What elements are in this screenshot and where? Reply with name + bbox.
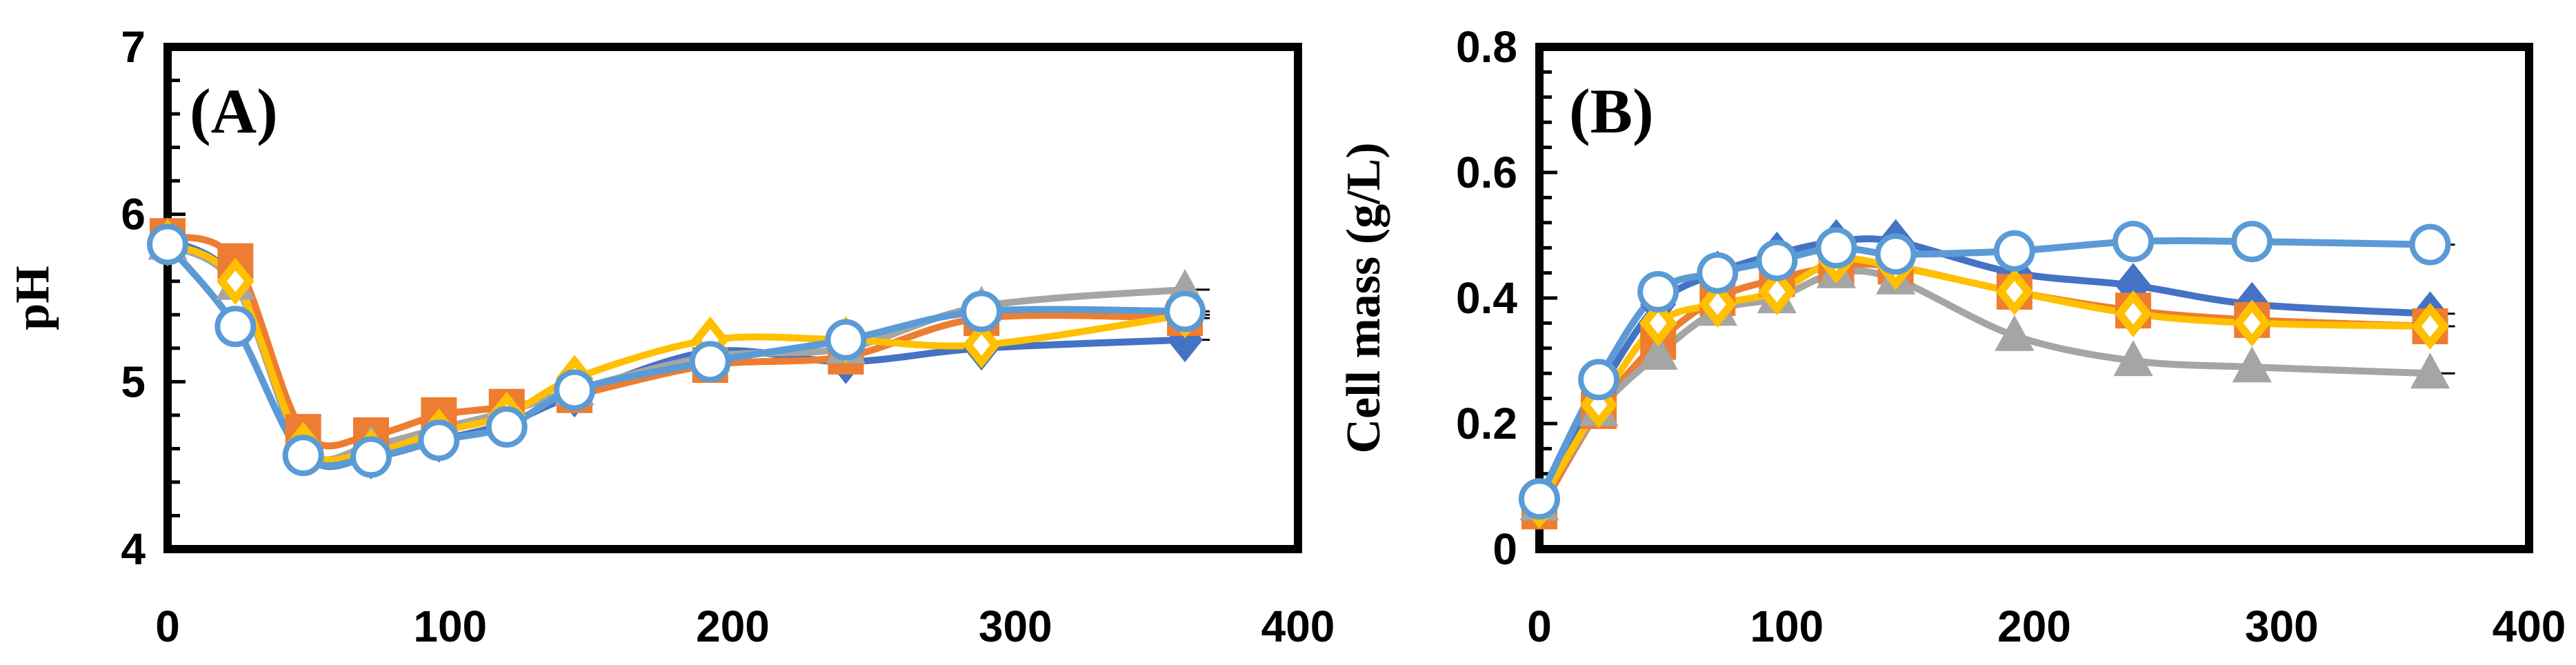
x-tick-label: 200 [1997, 602, 2071, 651]
data-point-s5-7 [554, 369, 596, 411]
y-tick-label: 7 [121, 22, 146, 72]
data-point-s5-10 [2231, 221, 2273, 263]
x-tick-label: 400 [2493, 602, 2566, 651]
data-point-s4-4 [1699, 280, 1737, 328]
data-point-s5-2 [214, 306, 257, 348]
y-tick-label: 6 [121, 190, 146, 239]
data-point-s5-1 [147, 224, 188, 266]
data-point-s5-8 [689, 341, 731, 383]
data-point-s5-7 [1875, 233, 1917, 275]
x-tick-label: 400 [1261, 602, 1335, 651]
data-point-s5-11 [2409, 224, 2451, 266]
x-tick-label: 300 [2245, 602, 2319, 651]
y-tick-label: 5 [121, 357, 146, 406]
data-point-s5-6 [486, 406, 528, 448]
y-tick-label: 0.2 [1456, 399, 1517, 448]
data-point-s4-2 [217, 257, 254, 305]
data-point-s3-8 [1995, 315, 2035, 351]
x-tick-label: 300 [979, 602, 1052, 651]
data-point-s5-5 [1756, 239, 1798, 281]
panel-label: (B) [1569, 76, 1654, 146]
x-tick-label: 200 [696, 602, 770, 651]
y-tick-label: 4 [121, 524, 146, 574]
y-tick-label: 0.6 [1456, 148, 1517, 197]
series-line-1 [1536, 235, 2434, 509]
x-tick-label: 100 [413, 602, 487, 651]
data-point-s4-10 [2233, 299, 2271, 347]
data-point-s4-3 [1639, 299, 1677, 347]
data-point-s5-6 [1815, 227, 1857, 269]
data-point-s4-11 [2411, 302, 2449, 350]
data-point-s5-2 [1578, 359, 1620, 401]
data-point-s5-4 [350, 436, 392, 478]
data-point-s5-3 [282, 435, 324, 477]
data-point-s4-5 [1758, 268, 1796, 316]
data-point-s3-9 [2113, 340, 2153, 377]
y-tick-label: 0.4 [1456, 273, 1517, 323]
data-point-s4-8 [1995, 268, 2034, 316]
data-point-s5-8 [1993, 230, 2035, 272]
series-line-4 [164, 239, 1189, 464]
series-line-5 [1536, 237, 2434, 503]
data-point-s5-11 [1164, 290, 1206, 332]
y-axis-label: Cell mass (g/L) [1337, 142, 1390, 453]
plot-frame-1 [163, 43, 1302, 553]
y-tick-label: 0 [1492, 524, 1517, 574]
x-tick-label: 0 [1527, 602, 1552, 651]
data-point-s5-5 [418, 419, 460, 461]
y-axis-label: pH [6, 266, 59, 330]
y-tick-label: 0.8 [1456, 22, 1517, 72]
data-point-s5-9 [2113, 221, 2154, 263]
data-point-s4-10 [962, 321, 1001, 369]
data-point-s3-11 [2410, 353, 2450, 389]
data-point-s3-3 [1638, 334, 1678, 370]
data-point-s5-9 [825, 319, 867, 361]
x-tick-label: 0 [155, 602, 180, 651]
series-line-4 [1536, 255, 2434, 509]
data-point-s5-4 [1697, 252, 1739, 294]
chart-panel-2: 0 0.2 0.4 0.6 0.8 0 100 200 300 400 Cell mass (g/L… [1337, 22, 2566, 651]
series-line-5 [164, 241, 1189, 470]
data-point-s5-10 [961, 290, 1003, 332]
data-point-s4-9 [2114, 290, 2153, 337]
x-tick-label: 100 [1750, 602, 1824, 651]
data-point-s3-10 [2232, 346, 2272, 383]
data-point-s5-3 [1637, 270, 1679, 312]
chart-panel-1: 4 5 6 7 0 100 200 300 400 pH (A) [6, 22, 1335, 651]
panel-label: (A) [190, 76, 278, 146]
data-point-s5-1 [1519, 478, 1560, 520]
